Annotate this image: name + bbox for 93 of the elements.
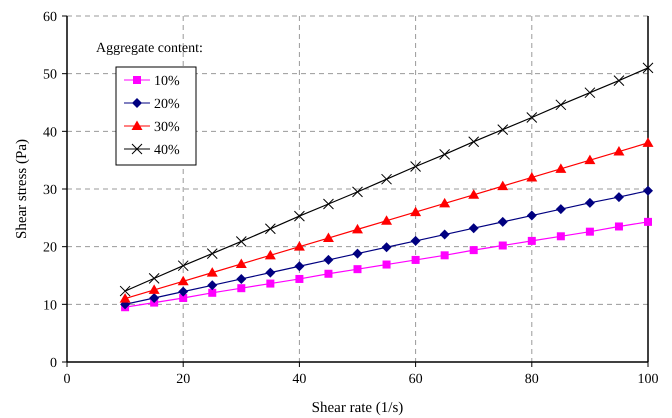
point — [584, 154, 596, 164]
point — [264, 223, 276, 234]
point — [642, 137, 654, 147]
point — [644, 218, 652, 226]
point — [468, 136, 480, 148]
point — [613, 75, 624, 86]
point — [264, 250, 276, 260]
point — [178, 276, 189, 286]
y-tick-label: 0 — [50, 356, 57, 371]
point — [440, 251, 449, 260]
point — [528, 236, 536, 245]
point — [556, 232, 565, 240]
point — [179, 294, 188, 302]
point — [614, 222, 623, 230]
point — [324, 270, 332, 278]
point — [120, 286, 131, 297]
point — [120, 293, 131, 303]
x-tick-label: 80 — [524, 372, 539, 387]
y-tick-label: 40 — [43, 125, 57, 140]
point — [526, 210, 537, 221]
point — [410, 206, 422, 216]
point — [178, 260, 189, 272]
point — [439, 148, 450, 160]
point — [584, 87, 596, 98]
point — [382, 242, 392, 252]
point — [614, 192, 624, 202]
point — [206, 267, 218, 277]
y-tick-label: 10 — [43, 298, 57, 314]
point — [468, 223, 479, 234]
point — [207, 280, 218, 290]
point — [470, 246, 478, 254]
point — [381, 174, 392, 185]
point — [352, 224, 363, 234]
x-tick-label: 0 — [64, 372, 70, 387]
point — [526, 172, 538, 182]
point — [322, 198, 334, 210]
point — [323, 254, 334, 265]
legend-label: 20% — [154, 97, 180, 112]
y-tick-label: 50 — [43, 68, 57, 83]
point — [148, 272, 160, 284]
point — [352, 186, 363, 198]
point — [294, 210, 305, 222]
point — [382, 260, 391, 269]
point — [412, 256, 420, 264]
point — [352, 248, 362, 259]
y-tick-label: 20 — [43, 240, 57, 256]
point — [149, 292, 160, 303]
point — [354, 265, 362, 274]
point — [440, 230, 450, 240]
legend-title: Aggregate content: — [96, 41, 203, 56]
point — [295, 274, 304, 283]
point — [555, 163, 566, 173]
point — [294, 241, 305, 251]
point — [265, 268, 276, 278]
y-tick-label: 60 — [43, 10, 57, 25]
point — [236, 236, 247, 247]
point — [236, 258, 247, 268]
point — [556, 204, 566, 214]
point — [643, 186, 653, 196]
x-tick-label: 60 — [408, 372, 423, 387]
point — [439, 198, 450, 208]
legend-label: 40% — [154, 143, 180, 158]
x-tick-label: 100 — [638, 372, 658, 387]
point — [208, 288, 216, 297]
point — [498, 242, 507, 250]
point — [266, 280, 274, 288]
point — [178, 286, 188, 297]
point — [498, 216, 508, 227]
point — [236, 274, 246, 284]
point — [410, 161, 422, 172]
point — [294, 261, 304, 272]
x-tick-label: 40 — [292, 372, 306, 387]
x-tick-label: 20 — [176, 372, 190, 387]
point — [468, 189, 480, 199]
point — [381, 215, 392, 225]
x-axis-title: Shear rate (1/s) — [312, 400, 404, 416]
point — [206, 248, 218, 260]
point — [526, 112, 538, 123]
point — [322, 232, 334, 242]
point — [237, 284, 246, 292]
point — [584, 198, 595, 208]
y-tick-label: 30 — [43, 183, 57, 198]
legend-label: 30% — [154, 120, 180, 135]
point — [410, 236, 421, 246]
point — [642, 62, 654, 74]
legend-label: 10% — [154, 74, 180, 89]
point — [613, 146, 624, 156]
point — [555, 99, 566, 110]
point — [497, 124, 508, 136]
point — [497, 180, 508, 190]
point — [148, 284, 160, 294]
y-axis-title: Shear stress (Pa) — [14, 139, 30, 239]
point — [586, 228, 594, 236]
